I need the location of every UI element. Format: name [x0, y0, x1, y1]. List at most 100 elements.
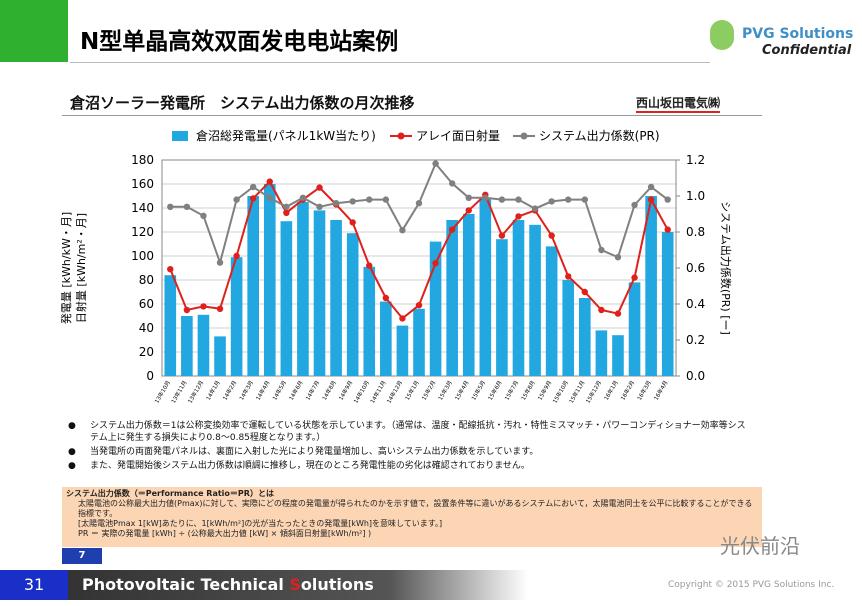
y-tick-label: 140	[131, 201, 154, 215]
y2-tick-label: 0.2	[686, 333, 705, 347]
line-point	[647, 183, 655, 191]
footer-text: olutions	[300, 575, 374, 594]
legend-swatch	[520, 132, 528, 140]
bullet-text: システム出力係数＝1は公称変換効率で運転している状態を示しています。（通常は、温…	[90, 421, 746, 443]
x-tick-label: 16年3月	[635, 379, 653, 402]
bar	[313, 210, 326, 376]
bar	[645, 196, 657, 376]
line-point	[349, 198, 356, 205]
bar	[396, 325, 409, 376]
x-tick-label: 14年1月	[204, 379, 222, 402]
bar	[197, 314, 210, 376]
footer-bar: Photovoltaic Technical Solutions	[68, 570, 528, 600]
bar	[230, 257, 243, 376]
x-tick-label: 16年4月	[652, 379, 670, 402]
x-tick-label: 15年4月	[453, 379, 471, 402]
bar	[297, 202, 309, 376]
line	[170, 161, 669, 266]
subtitle-rule	[62, 115, 762, 116]
subtitle: 倉沼ソーラー発電所 システム出力係数の月次推移	[70, 94, 415, 112]
legend-label: アレイ面日射量	[416, 128, 500, 143]
x-tick-label: 14年10月	[352, 379, 371, 405]
bar	[545, 246, 558, 376]
bar	[446, 220, 458, 376]
line-point	[631, 201, 638, 209]
line-point	[515, 196, 522, 203]
footer-text: Photovoltaic Technical	[82, 575, 290, 594]
x-tick-label: 14年12月	[385, 379, 404, 405]
x-tick-label: 14年8月	[320, 379, 338, 402]
y-tick-label: 0	[146, 369, 154, 383]
x-tick-label: 15年9月	[536, 379, 554, 402]
x-tick-label: 14年3月	[237, 379, 255, 402]
bar	[330, 220, 342, 376]
line-point	[515, 213, 522, 220]
line-point	[498, 196, 506, 203]
line-point	[598, 306, 605, 314]
line-point	[299, 194, 307, 201]
y-tick-label: 60	[139, 297, 154, 311]
legend-swatch	[397, 132, 405, 140]
box-text: 太陽電池の公称最大出力値(Pmax)に対して、実際にどの程度の発電量が得られたの…	[78, 499, 753, 518]
bar	[164, 275, 177, 376]
bar	[280, 221, 293, 376]
y2-tick-label: 0.6	[686, 261, 705, 275]
line-point	[366, 196, 373, 203]
x-tick-label: 15年11月	[567, 379, 586, 405]
y2-tick-label: 0.8	[686, 225, 705, 239]
line-point	[614, 310, 622, 317]
y-axis-label: 発電量 [kWh/kW・月]	[59, 212, 73, 324]
x-tick-label: 14年2月	[221, 379, 239, 402]
line-point	[167, 266, 174, 273]
x-tick-label: 14年6月	[287, 379, 305, 402]
bullet-text: また、発電開始後システム出力係数は順調に推移し，現在のところ発電性能の劣化は確認…	[90, 461, 530, 471]
bar	[661, 232, 674, 376]
line-point	[216, 259, 224, 266]
bar	[247, 196, 259, 376]
line-point	[548, 198, 555, 205]
bar	[628, 282, 641, 376]
line-point	[200, 303, 207, 310]
line-point	[316, 203, 323, 210]
line-point	[266, 194, 273, 201]
bar	[263, 184, 276, 376]
line-point	[448, 180, 456, 187]
y2-tick-label: 0.0	[686, 369, 705, 383]
line-point	[266, 178, 273, 185]
bullet: ● システム出力係数＝1は公称変換効率で運転している状態を示しています。（通常は、…	[68, 421, 746, 443]
line-point	[664, 226, 671, 233]
y-tick-label: 180	[131, 153, 154, 167]
y-tick-label: 100	[131, 249, 154, 263]
line-point	[216, 305, 224, 312]
line-point	[382, 294, 390, 302]
line-point	[432, 160, 439, 167]
line-point	[415, 200, 423, 207]
page-small: 7	[62, 548, 102, 564]
line-point	[200, 212, 207, 219]
line-point	[614, 254, 622, 261]
line-point	[167, 203, 174, 210]
bar	[529, 224, 541, 376]
line-point	[548, 232, 555, 239]
page-number: 31	[0, 570, 68, 600]
line-point	[498, 232, 506, 239]
line-point	[249, 183, 257, 191]
bar	[346, 233, 359, 376]
line-point	[399, 315, 406, 322]
bar	[612, 335, 624, 376]
line-point	[465, 194, 472, 201]
legend-label: システム出力係数(PR)	[539, 128, 660, 143]
header-rule	[70, 62, 710, 63]
line-point	[415, 302, 423, 309]
box-heading: システム出力係数（＝Performance Ratio＝PR）とは	[66, 489, 274, 498]
line-point	[183, 203, 191, 210]
line-point	[233, 252, 240, 260]
line-point	[283, 209, 290, 216]
x-tick-label: 15年5月	[469, 379, 487, 402]
bar	[479, 198, 492, 376]
x-tick-label: 15年6月	[486, 379, 504, 402]
x-tick-label: 14年4月	[254, 379, 272, 402]
line-point	[531, 205, 539, 212]
line-point	[482, 194, 489, 201]
line-point	[183, 306, 191, 314]
